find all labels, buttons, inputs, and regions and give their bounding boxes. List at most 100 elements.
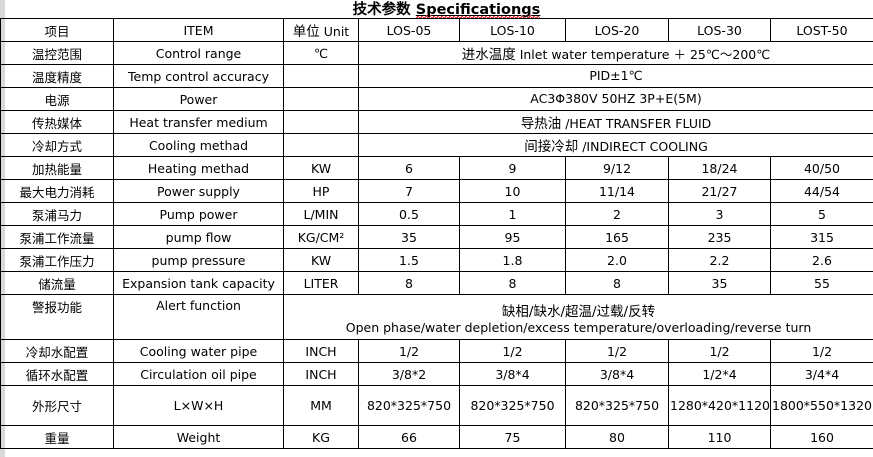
row-label-cn: 冷却水配置 <box>0 339 114 363</box>
alert-text-en: Open phase/water depletion/excess temper… <box>345 319 812 335</box>
row-unit: ℃ <box>283 41 359 65</box>
row-value-3: 165 <box>565 225 669 249</box>
table-row: 外形尺寸 L×W×H MM 820*325*750 820*325*750 820*325… <box>0 385 873 426</box>
row-value-2: 3/8*4 <box>459 362 566 386</box>
row-label-en: L×W×H <box>113 385 284 426</box>
header-item-cn: 项目 <box>0 18 114 42</box>
row-value-2: 8 <box>459 271 566 295</box>
row-label-cn: 冷却方式 <box>0 133 114 157</box>
row-label-cn: 外形尺寸 <box>0 385 114 426</box>
row-value-2: 1 <box>459 202 566 226</box>
row-value-3: 9/12 <box>565 156 669 180</box>
row-value-4: 2.2 <box>668 248 771 272</box>
row-value-5: 40/50 <box>770 156 873 180</box>
row-merged-value: 进水温度 Inlet water temperature ＋ 25℃～200℃ <box>358 41 873 65</box>
row-value-3: 2 <box>565 202 669 226</box>
row-value-1: 35 <box>358 225 460 249</box>
row-value-1: 3/8*2 <box>358 362 460 386</box>
row-value-2: 9 <box>459 156 566 180</box>
table-row: 冷却水配置 Cooling water pipe INCH 1/2 1/2 1/2 1/2 1… <box>0 339 873 363</box>
row-value-3: 2.0 <box>565 248 669 272</box>
row-unit: INCH <box>283 339 359 363</box>
table-row: 加热能量 Heating methad KW 6 9 9/12 18/24 40/50 <box>0 156 873 180</box>
row-unit: KW <box>283 156 359 180</box>
table-row: 冷却方式 Cooling methad 间接冷却 /INDIRECT COOLING <box>0 133 873 157</box>
alert-function-values: 缺相/缺水/超温/过载/反转 Open phase/water depletion… <box>283 294 873 340</box>
row-value-2: 10 <box>459 179 566 203</box>
row-unit <box>283 110 359 134</box>
table-header-row: 项目 ITEM 单位 Unit LOS-05 LOS-10 LOS-20 LOS-30 LOS… <box>0 18 873 42</box>
alert-text-cn: 缺相/缺水/超温/过载/反转 <box>501 303 656 320</box>
row-merged-value-cn: 间接冷却 <box>524 139 579 155</box>
row-value-5: 55 <box>770 271 873 295</box>
row-label-en: Alert function <box>113 294 284 340</box>
header-unit-en: Unit <box>323 24 350 39</box>
row-label-en: Circulation oil pipe <box>113 362 284 386</box>
row-label-en: Heat transfer medium <box>113 110 284 134</box>
row-value-5: 315 <box>770 225 873 249</box>
row-value-3: 80 <box>565 425 669 449</box>
table-row: 泵浦马力 Pump power L/MIN 0.5 1 2 3 5 <box>0 202 873 226</box>
row-value-5: 160 <box>770 425 873 449</box>
row-merged-value: 间接冷却 /INDIRECT COOLING <box>358 133 873 157</box>
row-unit: KW <box>283 248 359 272</box>
row-value-5: 5 <box>770 202 873 226</box>
row-value-5: 1/2 <box>770 339 873 363</box>
row-merged-value-cn: 导热油 <box>520 116 562 132</box>
row-value-2: 820*325*750 <box>459 385 566 426</box>
row-value-4: 35 <box>668 271 771 295</box>
row-unit <box>283 133 359 157</box>
row-label-cn: 最大电力消耗 <box>0 179 114 203</box>
row-label-cn: 警报功能 <box>0 294 114 340</box>
row-value-1: 820*325*750 <box>358 385 460 426</box>
row-label-cn: 重量 <box>0 425 114 449</box>
row-label-en: Weight <box>113 425 284 449</box>
row-merged-value-en: /INDIRECT COOLING <box>582 139 708 154</box>
row-unit <box>283 87 359 111</box>
row-label-en: Cooling water pipe <box>113 339 284 363</box>
row-label-cn: 温控范围 <box>0 41 114 65</box>
row-merged-value-cn: 进水温度 <box>461 47 516 63</box>
table-row: 重量 Weight KG 66 75 80 110 160 <box>0 425 873 449</box>
row-label-en: Pump power <box>113 202 284 226</box>
row-merged-value: AC3Φ380V 50HZ 3P+E(5M) <box>358 87 873 111</box>
row-value-5: 1800*550*1320 <box>770 385 873 426</box>
row-label-cn: 泵浦工作流量 <box>0 225 114 249</box>
page-title-cn: 技术参数 <box>352 2 411 18</box>
header-model-3: LOS-20 <box>565 18 669 42</box>
row-value-3: 11/14 <box>565 179 669 203</box>
row-value-5: 44/54 <box>770 179 873 203</box>
row-value-5: 2.6 <box>770 248 873 272</box>
row-merged-value-en: PID±1℃ <box>589 68 643 83</box>
specifications-table: 项目 ITEM 单位 Unit LOS-05 LOS-10 LOS-20 LOS-30 LOS… <box>0 18 873 449</box>
page-title-en: Specificationgs <box>415 2 541 18</box>
row-unit: L/MIN <box>283 202 359 226</box>
row-label-en: pump pressure <box>113 248 284 272</box>
row-value-3: 3/8*4 <box>565 362 669 386</box>
row-value-4: 21/27 <box>668 179 771 203</box>
row-unit: INCH <box>283 362 359 386</box>
row-value-1: 66 <box>358 425 460 449</box>
table-row: 温控范围 Control range ℃ 进水温度 Inlet water tempe… <box>0 41 873 65</box>
row-value-4: 1280*420*1120 <box>668 385 771 426</box>
row-value-1: 6 <box>358 156 460 180</box>
header-model-1: LOS-05 <box>358 18 460 42</box>
header-model-5: LOST-50 <box>770 18 873 42</box>
row-unit: KG <box>283 425 359 449</box>
page-title: 技术参数 Specificationgs <box>0 0 873 18</box>
row-label-en: Expansion tank capacity <box>113 271 284 295</box>
row-label-cn: 加热能量 <box>0 156 114 180</box>
row-merged-value-en: /HEAT TRANSFER FLUID <box>565 116 712 131</box>
table-row: 泵浦工作压力 pump pressure KW 1.5 1.8 2.0 2.2 2.6 <box>0 248 873 272</box>
row-label-en: Control range <box>113 41 284 65</box>
row-unit: LITER <box>283 271 359 295</box>
row-value-1: 8 <box>358 271 460 295</box>
header-item-en: ITEM <box>113 18 284 42</box>
row-label-en: Temp control accuracy <box>113 64 284 88</box>
row-label-cn: 传热媒体 <box>0 110 114 134</box>
row-value-4: 18/24 <box>668 156 771 180</box>
row-merged-value: 导热油 /HEAT TRANSFER FLUID <box>358 110 873 134</box>
row-value-2: 95 <box>459 225 566 249</box>
row-value-1: 7 <box>358 179 460 203</box>
